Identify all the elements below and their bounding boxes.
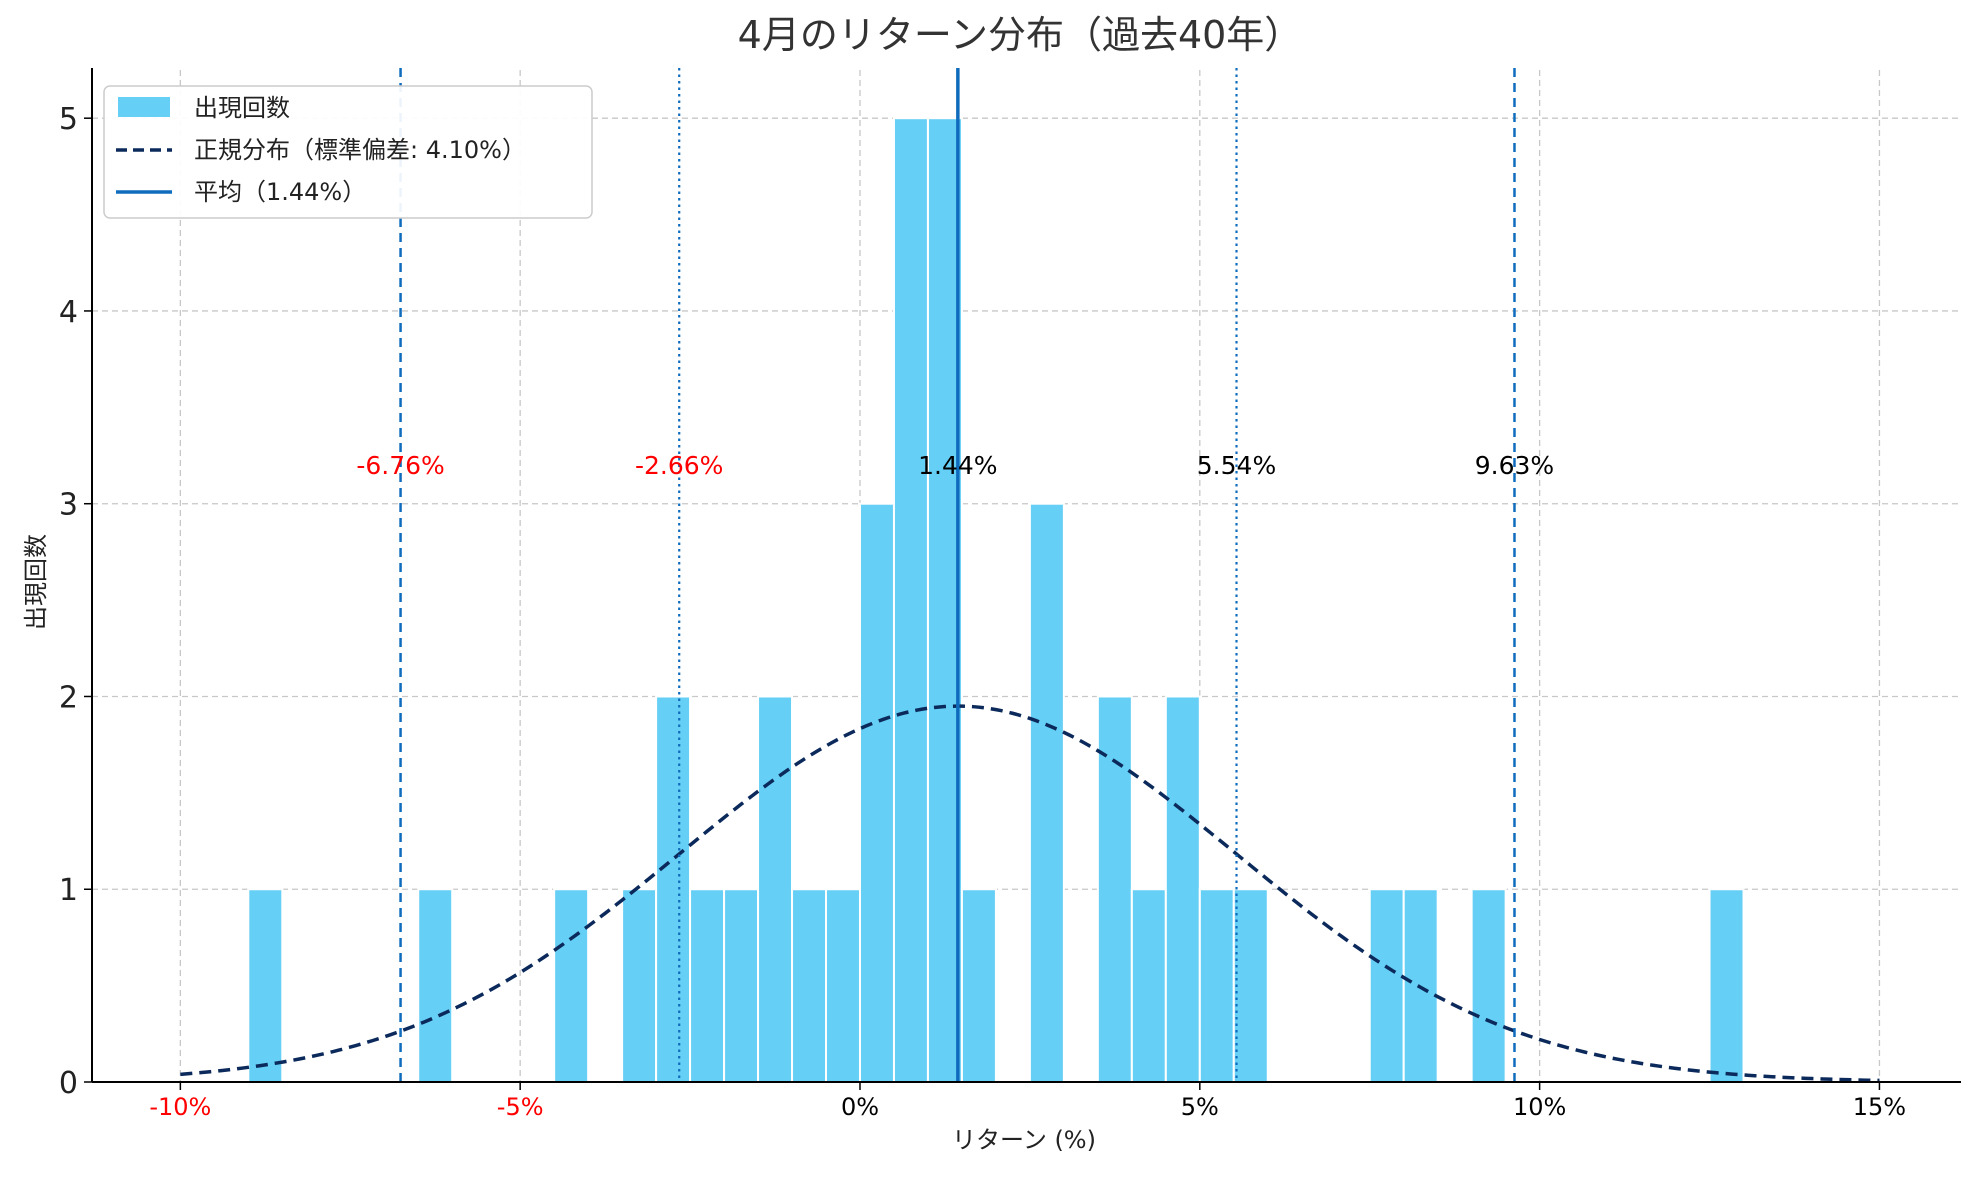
histogram-bar-14 — [1028, 502, 1065, 1083]
histogram-bar-5 — [689, 888, 726, 1083]
histogram-bar-23 — [1708, 888, 1745, 1083]
x-tick-label-3: 5% — [1181, 1093, 1219, 1121]
histogram-bar-13 — [960, 888, 997, 1083]
chart-title: 4月のリターン分布（過去40年） — [738, 13, 1303, 57]
legend-label-mean: 平均（1.44%） — [194, 178, 366, 206]
x-tick-label-2: 0% — [841, 1093, 879, 1121]
histogram-bar-2 — [553, 888, 590, 1083]
histogram-bar-6 — [723, 888, 760, 1083]
reference-label-0: -6.76% — [356, 451, 444, 480]
reference-lines: -6.76% -2.66% 1.44% 5.54% 9.63% — [356, 68, 1554, 1082]
legend-label-normal-curve: 正規分布（標準偏差: 4.10%） — [194, 136, 526, 164]
normal-distribution-curve — [180, 704, 1880, 1083]
histogram-bar-17 — [1164, 695, 1201, 1083]
y-tick-label-4: 4 — [59, 295, 78, 330]
histogram-bar-8 — [791, 888, 828, 1083]
x-tick-label-1: -5% — [497, 1093, 544, 1121]
reference-label-2: 1.44% — [918, 451, 997, 480]
reference-label-4: 9.63% — [1475, 451, 1554, 480]
legend-label-histogram: 出現回数 — [194, 94, 290, 122]
histogram-bars — [247, 117, 1745, 1083]
x-tick-labels: -10% -5% 0% 5% 10% 15% — [149, 1082, 1906, 1121]
histogram-bar-9 — [825, 888, 861, 1083]
reference-label-3: 5.54% — [1197, 451, 1276, 480]
histogram-bar-0 — [247, 888, 284, 1083]
legend-box — [103, 85, 593, 219]
legend-swatch-histogram — [118, 97, 170, 117]
histogram-bar-20 — [1368, 888, 1405, 1083]
histogram-bar-11 — [892, 117, 929, 1083]
histogram-bar-7 — [757, 695, 794, 1083]
y-tick-label-0: 0 — [59, 1066, 78, 1101]
histogram-bar-16 — [1130, 888, 1167, 1083]
y-tick-labels: 0 1 2 3 4 5 — [59, 102, 92, 1101]
axes — [91, 68, 1961, 1083]
histogram-bar-22 — [1470, 888, 1507, 1083]
x-tick-label-4: 10% — [1513, 1093, 1566, 1121]
x-tick-label-5: 15% — [1853, 1093, 1906, 1121]
x-axis-label: リターン (%) — [952, 1126, 1096, 1154]
x-tick-label-0: -10% — [149, 1093, 211, 1121]
reference-label-1: -2.66% — [635, 451, 723, 480]
normal-curve-layer — [180, 704, 1880, 1083]
histogram-bar-18 — [1198, 888, 1235, 1083]
legend: 出現回数 正規分布（標準偏差: 4.10%） 平均（1.44%） — [103, 85, 593, 219]
histogram-bar-10 — [858, 502, 895, 1083]
y-tick-label-5: 5 — [59, 102, 78, 137]
grid-lines — [92, 70, 1961, 1083]
y-axis-label: 出現回数 — [22, 534, 50, 630]
histogram-bar-19 — [1232, 888, 1269, 1083]
y-tick-label-1: 1 — [59, 873, 78, 908]
y-tick-label-3: 3 — [59, 488, 78, 523]
histogram-bar-3 — [621, 888, 658, 1083]
y-tick-label-2: 2 — [59, 680, 78, 715]
histogram-bar-1 — [417, 888, 454, 1083]
histogram-bar-4 — [655, 695, 692, 1083]
